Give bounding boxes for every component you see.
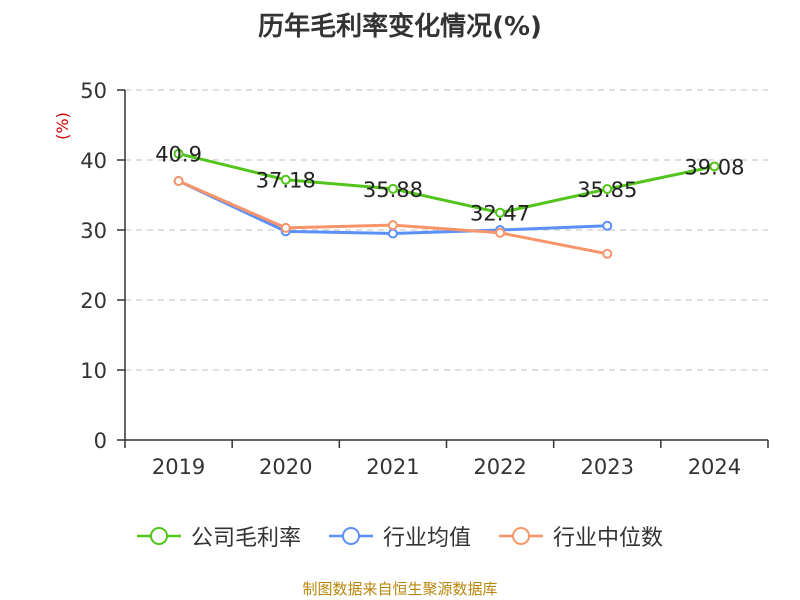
legend-label: 公司毛利率: [190, 526, 301, 551]
x-tick-label: 2023: [581, 455, 634, 479]
legend-marker-icon: [136, 527, 181, 545]
legend-label: 行业均值: [382, 526, 471, 551]
x-tick-label: 2019: [152, 455, 205, 479]
data-point: [602, 184, 613, 195]
legend-item-industry-median[interactable]: 行业中位数: [499, 520, 663, 552]
data-point: [602, 248, 613, 259]
data-label: 40.9: [155, 143, 202, 167]
legend-marker-icon: [499, 527, 543, 545]
y-tick-label: 0: [94, 429, 107, 453]
data-point: [709, 161, 720, 172]
data-point: [173, 148, 184, 159]
data-point: [280, 174, 291, 185]
data-point: [495, 207, 506, 218]
y-tick-label: 30: [80, 219, 107, 243]
data-label: 35.85: [577, 178, 637, 202]
legend-marker-icon: [328, 527, 373, 545]
data-point: [387, 183, 398, 194]
y-tick-label: 10: [80, 359, 107, 383]
data-point: [387, 228, 398, 239]
y-tick-label: 40: [80, 149, 107, 173]
x-tick-label: 2021: [366, 455, 419, 479]
legend-item-company[interactable]: 公司毛利率: [136, 520, 301, 552]
data-point: [173, 176, 184, 186]
legend-label: 行业中位数: [553, 526, 664, 551]
data-label: 39.08: [684, 155, 744, 179]
data-point: [602, 220, 613, 231]
legend-item-industry-mean[interactable]: 行业均值: [328, 520, 471, 552]
data-source-note: 制图数据来自恒生聚源数据库: [302, 580, 498, 598]
data-point: [387, 220, 398, 231]
y-tick-label: 50: [80, 79, 107, 103]
data-point: [495, 227, 506, 238]
chart-title: 历年毛利率变化情况(%): [258, 12, 542, 42]
line-chart: 0 10 20 30 40 50 (%) 2019 2020 2021 2022 2023 2024 40…: [53, 79, 769, 479]
data-label: 32.47: [470, 202, 530, 226]
data-label: 37.18: [256, 169, 316, 193]
x-tick-label: 2024: [688, 455, 741, 479]
series-line: [178, 152, 715, 215]
legend: 公司毛利率 行业均值 行业中位数: [0, 520, 800, 552]
y-axis-label: (%): [53, 112, 72, 140]
y-tick-label: 20: [80, 289, 107, 313]
x-tick-label: 2020: [259, 455, 312, 479]
data-label: 35.88: [363, 178, 423, 202]
x-tick-label: 2022: [473, 455, 526, 479]
data-point: [280, 222, 291, 233]
